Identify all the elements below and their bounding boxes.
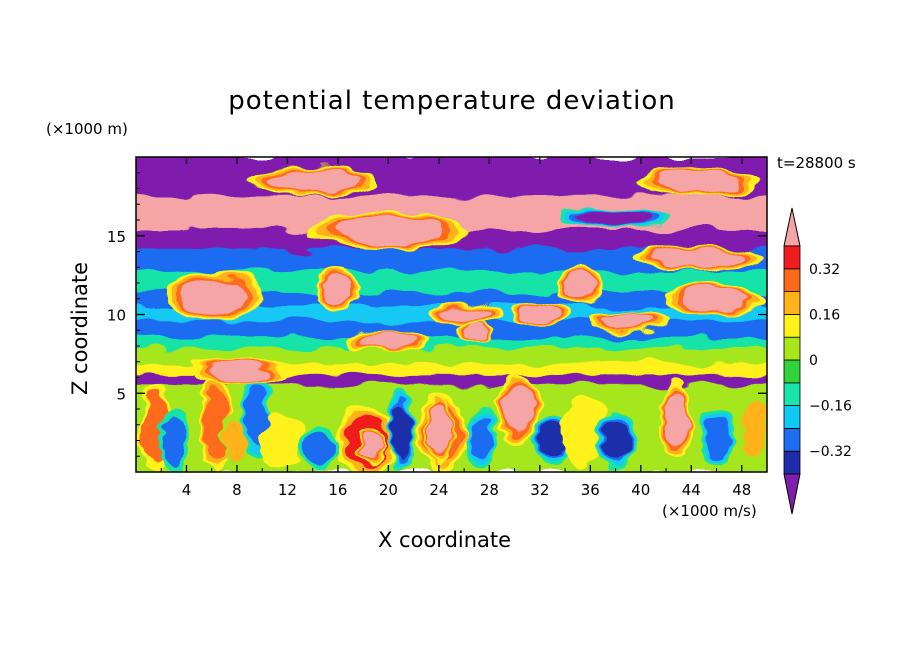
contour-feature bbox=[203, 385, 228, 458]
y-tick-label: 10 bbox=[107, 307, 126, 325]
colorbar-bin bbox=[783, 245, 801, 270]
contour-band bbox=[136, 347, 767, 364]
contour-feature bbox=[599, 312, 658, 330]
colorbar-bin bbox=[783, 405, 801, 429]
contour-feature bbox=[562, 272, 598, 300]
x-tick-label: 12 bbox=[278, 481, 297, 499]
colorbar-tick-label: −0.16 bbox=[809, 399, 852, 415]
x-tick-label: 44 bbox=[682, 481, 701, 499]
contour-feature bbox=[306, 431, 334, 466]
y-axis-unit: (×1000 m) bbox=[46, 120, 128, 138]
colorbar-bin bbox=[783, 336, 801, 361]
x-tick-label: 24 bbox=[429, 481, 448, 499]
contour-feature bbox=[702, 416, 731, 458]
x-axis: 4 8 12 16 20 24 28 32 36 40 44 48 bbox=[160, 157, 751, 499]
contour-feature bbox=[439, 305, 490, 324]
contour-feature bbox=[600, 420, 631, 461]
x-tick-label: 20 bbox=[379, 481, 398, 499]
colorbar-top-extend bbox=[783, 207, 801, 247]
contour-feature bbox=[259, 413, 303, 468]
contour-band bbox=[136, 374, 767, 385]
y-axis: 5 10 15 bbox=[107, 172, 767, 457]
colorbar: 0.32 0.16 0 −0.16 −0.32 bbox=[783, 207, 852, 515]
contour-feature bbox=[655, 171, 740, 193]
x-tick-label: 40 bbox=[631, 481, 650, 499]
x-tick-label: 36 bbox=[581, 481, 600, 499]
contour-feature bbox=[500, 385, 534, 433]
time-label: t=28800 s bbox=[777, 154, 856, 172]
contour-feature bbox=[266, 170, 359, 191]
contour-feature bbox=[334, 217, 443, 245]
contour-feature bbox=[663, 391, 689, 446]
colorbar-tick-label: 0.32 bbox=[809, 262, 840, 278]
contour-field bbox=[136, 157, 767, 472]
contour-band bbox=[136, 336, 767, 349]
contour-feature bbox=[519, 306, 561, 323]
contour-feature bbox=[356, 333, 415, 350]
contour-feature bbox=[467, 419, 494, 462]
contour-band bbox=[136, 270, 767, 293]
contour-feature bbox=[578, 208, 654, 226]
contour-feature bbox=[651, 248, 744, 268]
contour-feature bbox=[322, 275, 354, 307]
contour-feature bbox=[428, 404, 450, 455]
contour-feature bbox=[223, 416, 248, 465]
colorbar-bin bbox=[783, 450, 801, 475]
x-tick-label: 16 bbox=[328, 481, 347, 499]
colorbar-bottom-extend bbox=[783, 473, 801, 515]
contour-feature bbox=[683, 287, 750, 311]
contour-feature bbox=[538, 422, 567, 459]
colorbar-tick-label: 0.16 bbox=[809, 307, 840, 323]
colorbar-bin bbox=[783, 427, 801, 452]
x-axis-label: X coordinate bbox=[378, 528, 512, 552]
x-tick-label: 48 bbox=[732, 481, 751, 499]
colorbar-bin bbox=[783, 382, 801, 406]
contour-feature bbox=[462, 325, 491, 342]
colorbar-bin bbox=[783, 268, 801, 292]
colorbar-bin bbox=[783, 313, 801, 338]
contour-band bbox=[136, 363, 767, 375]
y-tick-label: 5 bbox=[116, 385, 126, 403]
colorbar-tick-label: 0 bbox=[809, 353, 818, 369]
x-tick-label: 28 bbox=[480, 481, 499, 499]
contour-feature bbox=[391, 403, 411, 460]
x-axis-unit: (×1000 m/s) bbox=[662, 502, 757, 520]
x-tick-label: 32 bbox=[530, 481, 549, 499]
y-tick-label: 15 bbox=[107, 228, 126, 246]
colorbar-bin bbox=[783, 291, 801, 315]
chart-title: potential temperature deviation bbox=[228, 86, 676, 116]
contour-feature bbox=[162, 415, 185, 466]
contour-feature bbox=[181, 277, 247, 314]
x-tick-label: 4 bbox=[182, 481, 192, 499]
contour-feature bbox=[742, 400, 767, 456]
contour-band bbox=[136, 292, 767, 306]
contour-feature bbox=[205, 364, 274, 382]
colorbar-bin bbox=[783, 359, 801, 384]
x-tick-label: 8 bbox=[232, 481, 242, 499]
contour-feature bbox=[360, 430, 382, 458]
colorbar-tick-label: −0.32 bbox=[809, 444, 852, 460]
contour-band bbox=[136, 248, 767, 271]
